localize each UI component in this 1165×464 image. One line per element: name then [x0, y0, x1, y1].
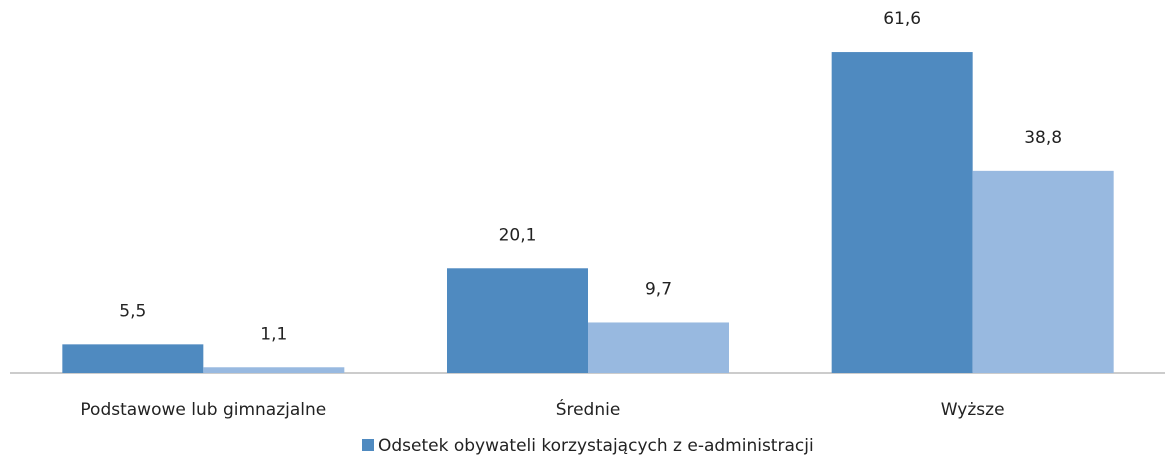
- data-label: 5,5: [119, 301, 146, 321]
- data-label: 61,6: [883, 9, 921, 29]
- data-label: 20,1: [499, 225, 537, 245]
- data-label: 38,8: [1024, 128, 1062, 148]
- legend-swatch: [362, 439, 374, 451]
- x-tick-label: Podstawowe lub gimnazjalne: [80, 400, 326, 420]
- bar: [203, 367, 345, 373]
- bar: [972, 170, 1114, 373]
- bar: [447, 268, 588, 373]
- data-label: 9,7: [645, 279, 672, 299]
- bar: [831, 52, 973, 374]
- legend-label: Odsetek obywateli korzystających z e-adm…: [378, 436, 814, 456]
- x-tick-label: Średnie: [556, 398, 621, 420]
- bar: [62, 344, 204, 373]
- bar: [588, 322, 729, 373]
- data-label: 1,1: [260, 324, 287, 344]
- x-tick-label: Wyższe: [941, 400, 1005, 420]
